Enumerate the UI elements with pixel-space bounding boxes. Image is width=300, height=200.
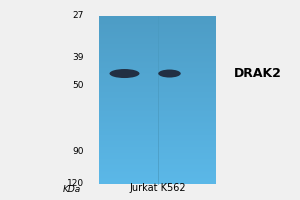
Text: 39: 39 xyxy=(73,53,84,62)
Text: Jurkat K562: Jurkat K562 xyxy=(129,183,186,193)
Text: 50: 50 xyxy=(73,81,84,90)
Ellipse shape xyxy=(110,69,140,78)
Text: 120: 120 xyxy=(67,180,84,188)
Text: KDa: KDa xyxy=(63,186,81,194)
Ellipse shape xyxy=(158,70,181,78)
Text: 27: 27 xyxy=(73,11,84,21)
Text: DRAK2: DRAK2 xyxy=(234,67,282,80)
Text: 90: 90 xyxy=(73,147,84,156)
